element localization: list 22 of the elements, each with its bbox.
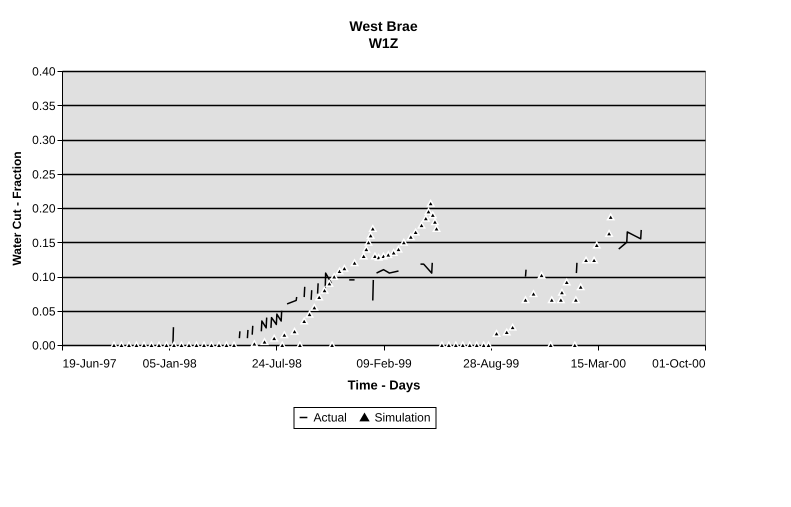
x-tick-label: 28-Aug-99 bbox=[463, 356, 520, 370]
y-tick-label: 0.20 bbox=[32, 202, 56, 216]
x-tick-label: 15-Mar-00 bbox=[570, 356, 626, 370]
y-tick-label: 0.05 bbox=[32, 304, 56, 318]
y-tick-label: 0.35 bbox=[32, 98, 56, 113]
legend-label: Simulation bbox=[374, 410, 431, 424]
chart-subtitle: W1Z bbox=[368, 35, 399, 51]
y-tick-label: 0.15 bbox=[32, 236, 56, 250]
y-tick-label: 0.00 bbox=[32, 338, 56, 352]
chart-title: West Brae bbox=[349, 18, 418, 34]
x-tick-label: 01-Oct-00 bbox=[652, 356, 706, 370]
y-tick-label: 0.10 bbox=[32, 270, 56, 284]
x-tick-label: 05-Jan-98 bbox=[142, 356, 198, 370]
y-tick-label: 0.40 bbox=[32, 64, 56, 78]
y-tick-label: 0.25 bbox=[32, 167, 56, 182]
x-tick-label: 24-Jul-98 bbox=[252, 356, 302, 370]
y-tick-label: 0.30 bbox=[32, 133, 56, 147]
x-axis-title: Time - Days bbox=[348, 378, 420, 392]
x-tick-label: 09-Feb-99 bbox=[356, 356, 412, 370]
x-tick-label: 19-Jun-97 bbox=[62, 356, 117, 370]
y-axis-title: Water Cut - Fraction bbox=[10, 151, 24, 266]
legend-label: Actual bbox=[314, 410, 347, 424]
